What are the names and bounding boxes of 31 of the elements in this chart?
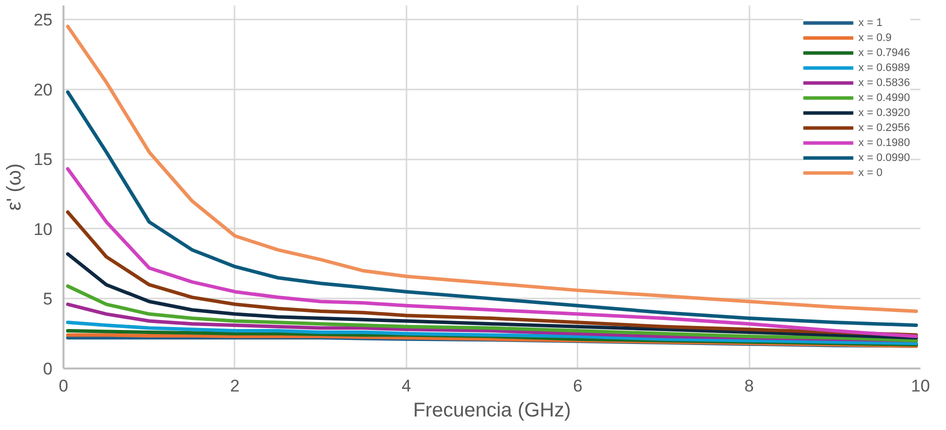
legend-label: x = 0.0990 xyxy=(858,150,910,165)
line-series xyxy=(66,252,918,340)
x-tick-label: 2 xyxy=(230,376,240,396)
y-tick-label: 10 xyxy=(34,220,53,239)
line-series xyxy=(66,24,918,314)
y-tick-label: 25 xyxy=(34,10,53,30)
legend-label: x = 0.2956 xyxy=(858,120,910,135)
y-tick-label: 20 xyxy=(34,80,53,100)
legend-label: x = 0.9 xyxy=(858,30,892,45)
x-tick-label: 6 xyxy=(572,376,582,396)
legend-label: x = 1 xyxy=(858,16,882,30)
legend-label: x = 0.6989 xyxy=(858,60,910,75)
legend-label: x = 0.5836 xyxy=(858,76,910,90)
line-series xyxy=(66,167,918,338)
y-tick-label: 15 xyxy=(34,150,53,170)
legend-label: x = 0.1980 xyxy=(858,136,910,150)
x-tick-label: 0 xyxy=(58,376,68,396)
x-tick-label: 4 xyxy=(402,376,412,396)
legend-label: x = 0.4990 xyxy=(858,90,910,105)
legend-label: x = 0.7946 xyxy=(858,46,910,60)
x-tick-label: 8 xyxy=(744,376,754,396)
line-series xyxy=(66,320,918,346)
x-axis-title: Frecuencia (GHz) xyxy=(413,400,571,422)
y-axis-title: ε' (ω) xyxy=(4,163,26,211)
y-tick-label: 0 xyxy=(43,360,53,378)
y-tick-label: 5 xyxy=(43,290,53,309)
line-series xyxy=(66,90,918,327)
legend-label: x = 0.3920 xyxy=(858,106,910,120)
legend-label: x = 0 xyxy=(858,166,882,180)
line-series xyxy=(66,284,918,342)
x-tick-label: 10 xyxy=(911,376,930,396)
